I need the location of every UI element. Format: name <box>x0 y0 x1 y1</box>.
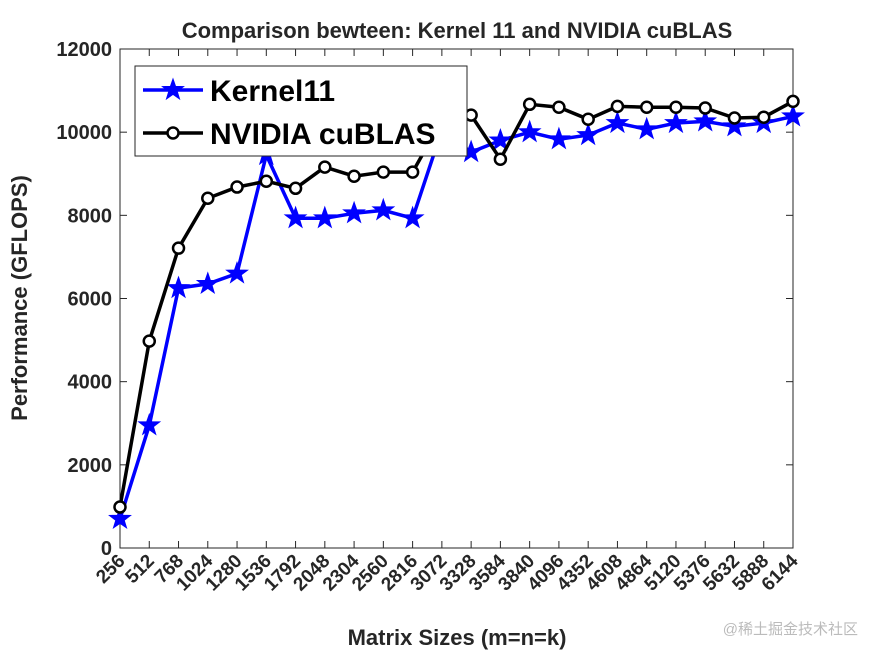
legend-label: Kernel11 <box>210 75 335 108</box>
star-marker <box>166 275 191 299</box>
star-marker <box>342 200 366 224</box>
circle-marker <box>493 152 508 166</box>
y-tick-label: 10000 <box>56 122 112 144</box>
circle-marker <box>142 334 157 348</box>
circle-marker <box>610 99 625 114</box>
star-marker <box>634 116 659 140</box>
y-tick-label: 8000 <box>68 205 113 227</box>
circle-marker <box>552 100 566 114</box>
circle-marker <box>259 174 274 188</box>
star-marker <box>371 197 396 221</box>
circle-marker <box>113 500 127 514</box>
circle-marker <box>639 100 654 114</box>
circle-marker <box>230 180 244 194</box>
y-tick-label: 12000 <box>56 39 112 61</box>
circle-marker <box>171 241 186 255</box>
star-marker <box>283 205 308 229</box>
star-marker <box>400 205 425 229</box>
star-marker <box>312 205 337 229</box>
circle-marker <box>786 94 800 109</box>
legend-box <box>134 65 468 157</box>
y-tick-label: 0 <box>101 538 112 560</box>
circle-marker <box>581 112 595 127</box>
star-marker <box>547 126 571 150</box>
circle-marker <box>698 101 712 115</box>
star-marker <box>664 110 688 134</box>
circle-marker <box>522 97 537 112</box>
circle-marker <box>318 160 332 174</box>
legend-label: NVIDIA cuBLAS <box>210 118 436 151</box>
circle-marker <box>166 126 180 140</box>
circle-marker <box>288 181 303 196</box>
watermark: @稀土掘金技术社区 <box>723 621 858 638</box>
y-tick-label: 4000 <box>68 372 113 394</box>
y-axis-label: Performance (GFLOPS) <box>7 175 32 421</box>
star-marker <box>161 77 185 101</box>
star-marker <box>781 103 805 127</box>
circle-marker <box>201 191 215 206</box>
circle-marker <box>347 169 361 183</box>
star-marker <box>576 122 601 146</box>
star-marker <box>722 113 747 137</box>
y-tick-label: 2000 <box>68 455 113 477</box>
circle-marker <box>727 111 742 125</box>
chart-title: Comparison bewteen: Kernel 11 and NVIDIA… <box>182 18 733 43</box>
star-marker <box>137 412 162 436</box>
circle-marker <box>405 165 420 179</box>
star-marker <box>225 260 249 284</box>
star-marker <box>195 271 220 295</box>
star-marker <box>605 110 630 134</box>
circle-marker <box>376 165 391 179</box>
star-marker <box>488 127 513 151</box>
y-tick-label: 6000 <box>68 289 113 311</box>
star-marker <box>108 506 132 530</box>
star-marker <box>517 119 542 143</box>
circle-marker <box>669 100 683 114</box>
circle-marker <box>756 110 771 124</box>
star-marker <box>693 108 718 132</box>
x-axis-label: Matrix Sizes (m=n=k) <box>348 625 567 650</box>
